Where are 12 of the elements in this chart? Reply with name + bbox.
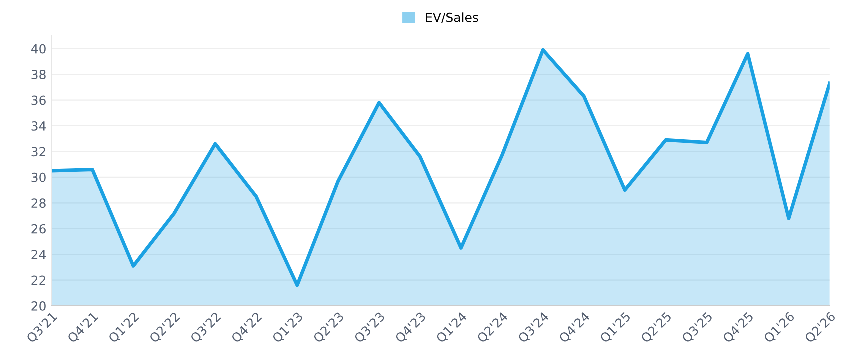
legend-label: EV/Sales [426, 12, 478, 24]
y-tick-label: 26 [32, 224, 46, 234]
y-tick-label: 38 [32, 70, 46, 80]
y-tick-label: 36 [32, 96, 46, 106]
y-tick-label: 30 [32, 172, 46, 182]
y-tick-label: 32 [32, 147, 46, 157]
y-tick-label: 22 [32, 276, 46, 286]
y-tick-label: 40 [31, 44, 46, 54]
y-tick-label: 34 [32, 121, 46, 131]
y-tick-label: 28 [32, 198, 46, 208]
y-tick-label: 20 [32, 301, 46, 311]
y-tick-label: 24 [32, 250, 46, 260]
